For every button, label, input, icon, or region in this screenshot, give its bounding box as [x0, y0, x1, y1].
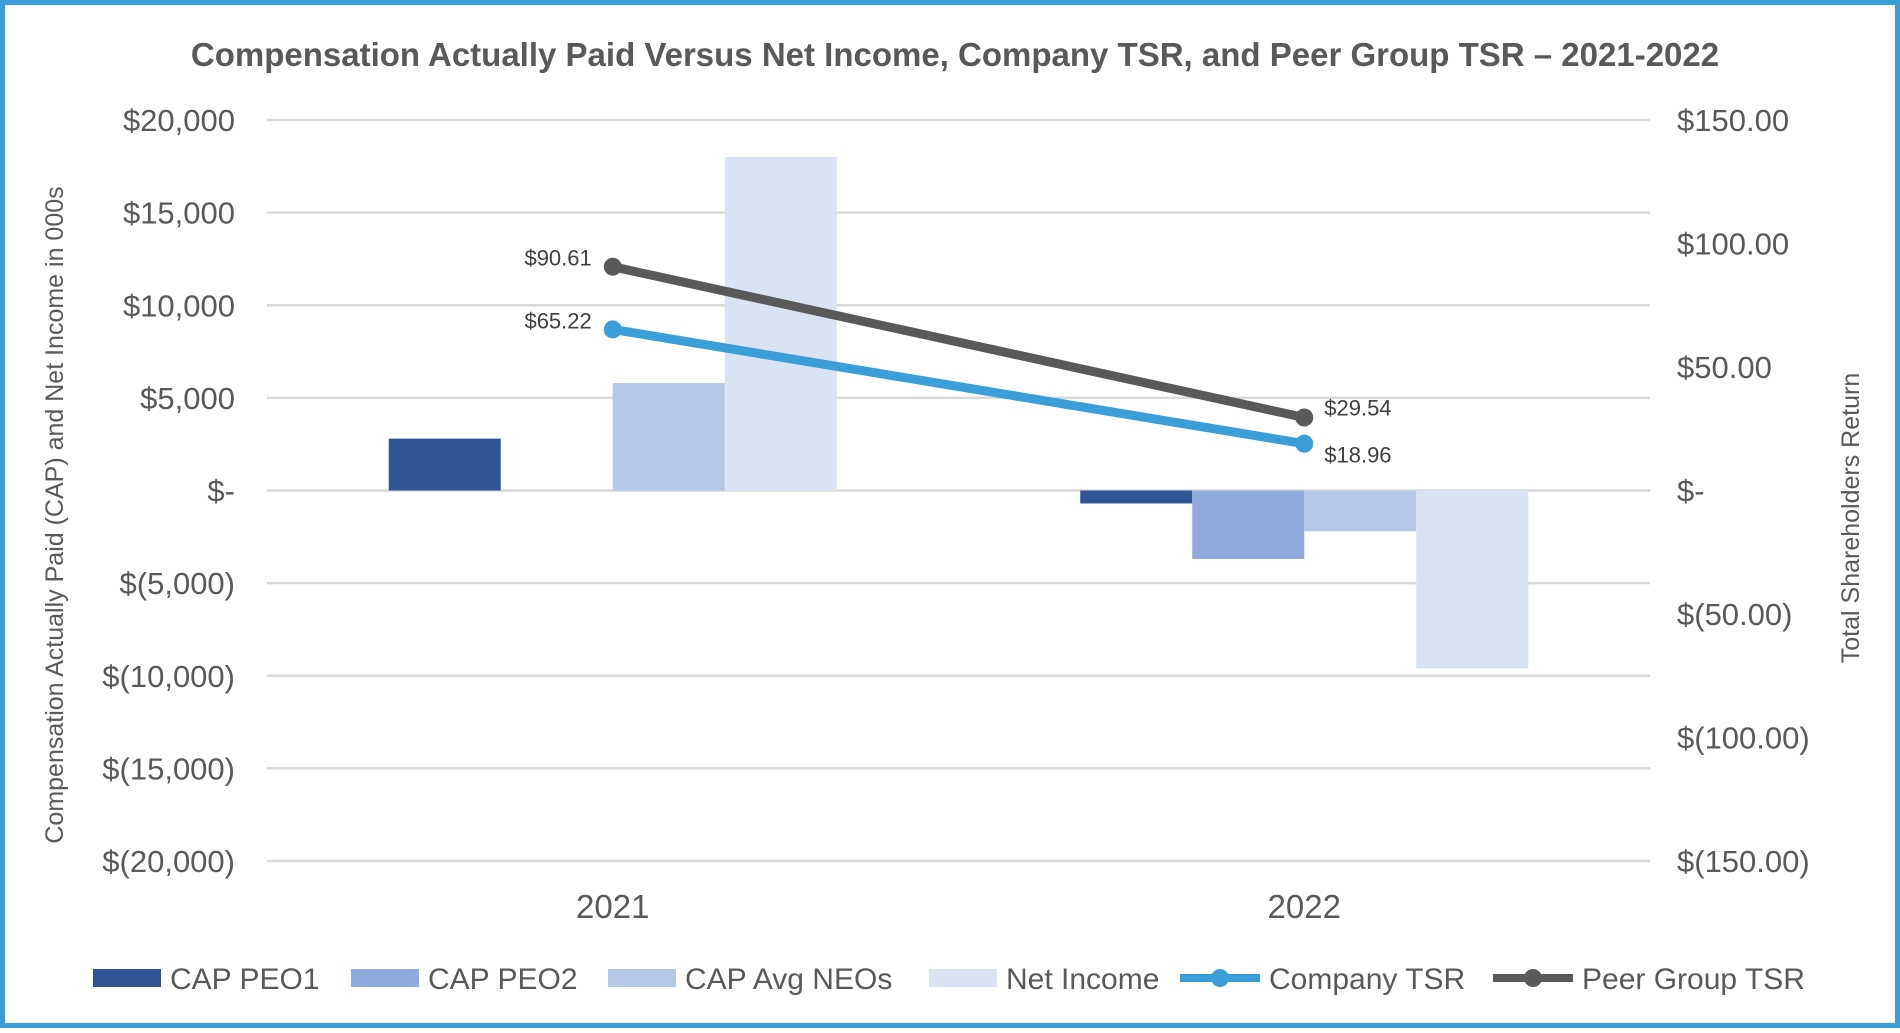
point-company-tsr	[603, 320, 622, 339]
line-company-tsr	[608, 324, 1309, 449]
y-left-tick-label: $(15,000)	[102, 751, 235, 786]
point-peer-group-tsr	[1295, 408, 1314, 427]
point-peer-group-tsr	[603, 257, 622, 276]
legend-marker-peer-group-tsr	[1524, 969, 1542, 987]
legend-label-peer-group-tsr: Peer Group TSR	[1582, 963, 1805, 996]
axis-ticks: $20,000 $15,000 $10,000 $5,000 $- $(5,000) $(1…	[102, 103, 1809, 879]
y-left-tick-label: $(10,000)	[102, 659, 235, 694]
line-peer-group-tsr	[608, 262, 1309, 423]
legend-swatch-net-income	[929, 969, 997, 987]
legend-swatch-cap-peo2	[351, 969, 419, 987]
bar-cap-peo1	[1080, 490, 1193, 504]
y-left-tick-label: $20,000	[123, 103, 235, 138]
legend-label-net-income: Net Income	[1006, 963, 1159, 996]
legend[interactable]: CAP PEO1 CAP PEO2 CAP Avg NEOs Net Income Co…	[93, 963, 1805, 996]
data-label: $90.61	[524, 246, 591, 271]
bar-cap-avg-neos	[1304, 490, 1417, 532]
legend-item-cap-peo2[interactable]: CAP PEO2	[351, 963, 578, 996]
bar-cap-peo1	[388, 438, 501, 491]
category-label: 2021	[576, 888, 649, 925]
legend-item-peer-group-tsr[interactable]: Peer Group TSR	[1493, 963, 1805, 996]
legend-item-cap-avg-neos[interactable]: CAP Avg NEOs	[608, 963, 892, 996]
bar-net-income	[724, 157, 837, 491]
y-right-tick-label: $150.00	[1677, 103, 1789, 138]
legend-label-company-tsr: Company TSR	[1269, 963, 1465, 996]
point-company-tsr	[1295, 434, 1314, 453]
tsr-lines: $65.22 $18.96 $90.61 $29.54	[524, 246, 1391, 468]
legend-item-cap-peo1[interactable]: CAP PEO1	[93, 963, 320, 996]
bar-net-income	[1416, 490, 1529, 669]
category-label: 2022	[1268, 888, 1341, 925]
category-labels: 2021 2022	[576, 888, 1341, 925]
y-left-tick-label: $15,000	[123, 196, 235, 231]
y-left-tick-label: $(5,000)	[120, 566, 235, 601]
bars	[388, 157, 1529, 669]
data-label: $29.54	[1324, 396, 1391, 421]
data-label: $18.96	[1324, 443, 1391, 468]
legend-item-company-tsr[interactable]: Company TSR	[1180, 963, 1465, 996]
bar-cap-peo2	[1192, 490, 1305, 560]
y-right-tick-label: $-	[1677, 474, 1705, 509]
legend-item-net-income[interactable]: Net Income	[929, 963, 1159, 996]
y-left-tick-label: $(20,000)	[102, 844, 235, 879]
legend-label-cap-avg-neos: CAP Avg NEOs	[685, 963, 892, 996]
y-right-tick-label: $100.00	[1677, 227, 1789, 262]
y-axis-left-title: Compensation Actually Paid (CAP) and Net…	[41, 186, 69, 843]
y-right-tick-label: $(50.00)	[1677, 597, 1792, 632]
y-right-tick-label: $(150.00)	[1677, 844, 1810, 879]
legend-label-cap-peo1: CAP PEO1	[170, 963, 320, 996]
legend-swatch-cap-avg-neos	[608, 969, 676, 987]
y-left-tick-label: $10,000	[123, 288, 235, 323]
data-label: $65.22	[524, 308, 591, 333]
y-axis-right-title: Total Shareholders Return	[1837, 373, 1865, 663]
chart-canvas: Compensation Actually Paid Versus Net In…	[41, 36, 1865, 996]
legend-swatch-cap-peo1	[93, 969, 161, 987]
legend-label-cap-peo2: CAP PEO2	[428, 963, 578, 996]
chart-title: Compensation Actually Paid Versus Net In…	[191, 36, 1719, 73]
bar-cap-avg-neos	[612, 383, 725, 491]
y-right-tick-label: $(100.00)	[1677, 721, 1810, 756]
y-right-tick-label: $50.00	[1677, 350, 1772, 385]
legend-marker-company-tsr	[1211, 969, 1229, 987]
y-left-tick-label: $-	[207, 474, 235, 509]
y-left-tick-label: $5,000	[140, 381, 235, 416]
